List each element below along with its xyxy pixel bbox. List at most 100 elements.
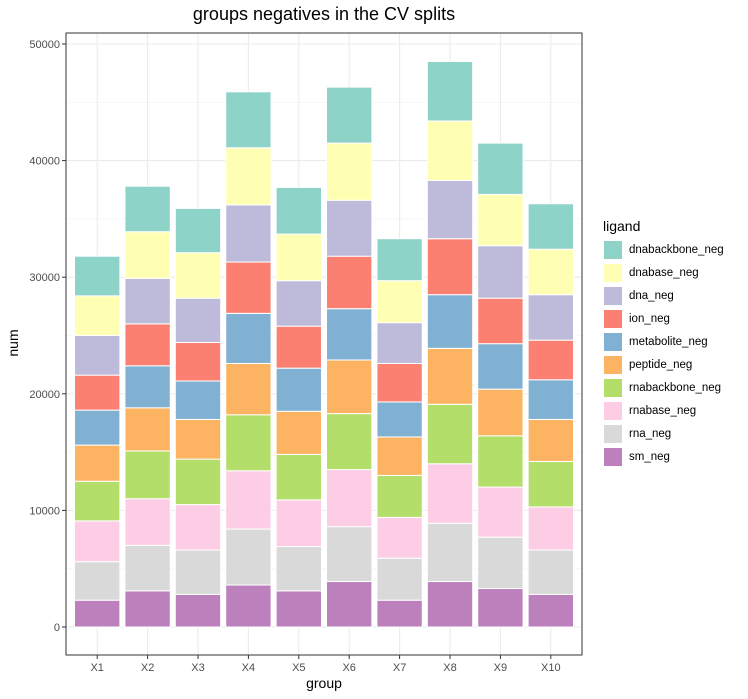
bar-segment-sm-neg-x4 — [225, 584, 272, 628]
bar-segment-peptide-neg-x5 — [275, 410, 322, 455]
bar-segment-sm-neg-x3 — [174, 593, 222, 628]
bar-segment-rna-neg-x10 — [527, 549, 574, 595]
bar-segment-rna-neg-x8 — [426, 522, 474, 583]
bar-segment-ion-neg-x9 — [477, 297, 524, 345]
legend-items: dnabackbone_neg dnabase_neg dna_neg ion_neg… — [603, 238, 724, 468]
bar-segment-rnabackbone-neg-x5 — [275, 453, 322, 501]
bar-segment-dna-neg-x2 — [124, 277, 171, 325]
legend-label: dna_neg — [629, 289, 674, 302]
bar-segment-metabolite-neg-x4 — [225, 312, 272, 364]
bar-segment-metabolite-neg-x2 — [124, 365, 171, 409]
legend-swatch — [603, 331, 623, 352]
bar-segment-ion-neg-x7 — [376, 362, 423, 403]
bar-segment-dnabackbone-neg-x10 — [527, 203, 574, 250]
x-tick-label: X3 — [191, 662, 204, 674]
bar-segment-dnabase-neg-x9 — [477, 193, 524, 247]
x-axis: X1 X2 X3 X4 X5 X6 X7 X8 X9 X10 — [90, 655, 561, 674]
bar-segment-dnabase-neg-x6 — [326, 142, 373, 201]
bar-segment-rna-neg-x9 — [477, 536, 524, 590]
legend-label: rna_neg — [629, 427, 672, 440]
bar-segment-dnabackbone-neg-x9 — [477, 142, 524, 195]
panel-border — [65, 32, 583, 656]
bar-segment-peptide-neg-x3 — [174, 418, 222, 460]
bar-segment-dnabase-neg-x4 — [225, 147, 272, 206]
legend-item-rnabackbone-neg: rnabackbone_neg — [603, 376, 724, 399]
legend-item-metabolite-neg: metabolite_neg — [603, 330, 724, 353]
bar-segment-dna-neg-x3 — [174, 297, 222, 343]
bar-segment-peptide-neg-x8 — [426, 347, 474, 405]
bar-segment-ion-neg-x3 — [174, 341, 222, 382]
bar-segment-dna-neg-x9 — [477, 245, 524, 299]
bar-segment-dnabase-neg-x1 — [74, 295, 121, 336]
legend-item-rna-neg: rna_neg — [603, 422, 724, 445]
bar-segment-sm-neg-x6 — [326, 581, 373, 628]
bar-segment-rnabackbone-neg-x4 — [225, 414, 272, 472]
bar-segment-rnabackbone-neg-x3 — [174, 458, 222, 506]
bar-segment-rnabackbone-neg-x8 — [426, 403, 474, 465]
legend-item-rnabase-neg: rnabase_neg — [603, 399, 724, 422]
bar-segment-sm-neg-x9 — [477, 588, 524, 628]
legend-label: rnabase_neg — [629, 404, 697, 417]
bar-segment-peptide-neg-x2 — [124, 407, 171, 452]
bar-segment-metabolite-neg-x9 — [477, 343, 524, 390]
x-tick-label: X6 — [342, 662, 355, 674]
bar-segment-dnabackbone-neg-x7 — [376, 238, 423, 282]
bar-segment-dnabase-neg-x2 — [124, 231, 171, 279]
bar-segment-dnabase-neg-x5 — [275, 233, 322, 282]
bar-segment-ion-neg-x10 — [527, 339, 574, 381]
bar-segment-sm-neg-x8 — [426, 581, 474, 628]
bar-segment-peptide-neg-x4 — [225, 362, 272, 416]
x-tick-label: X4 — [242, 662, 255, 674]
bar-segment-dnabackbone-neg-x2 — [124, 185, 171, 233]
x-tick-label: X9 — [494, 662, 507, 674]
legend: ligand dnabackbone_neg dnabase_neg dna_neg… — [603, 218, 724, 468]
bar-segment-rnabackbone-neg-x10 — [527, 460, 574, 508]
y-tick-label: 10000 — [29, 505, 60, 517]
bar-segment-rnabackbone-neg-x1 — [74, 480, 121, 522]
bar-segment-peptide-neg-x10 — [527, 418, 574, 462]
bar-segment-sm-neg-x10 — [527, 593, 574, 628]
bar-segment-ion-neg-x6 — [326, 255, 373, 310]
legend-item-dnabackbone-neg: dnabackbone_neg — [603, 238, 724, 261]
bar-segment-rnabase-neg-x5 — [275, 499, 322, 548]
legend-label: rnabackbone_neg — [629, 381, 722, 394]
bar-segment-rna-neg-x1 — [74, 561, 121, 601]
bar-segment-sm-neg-x7 — [376, 599, 423, 628]
bars-group — [74, 60, 574, 628]
legend-swatch — [603, 377, 623, 398]
legend-label: ion_neg — [629, 312, 670, 325]
bar-segment-dna-neg-x5 — [275, 280, 322, 327]
bar-segment-peptide-neg-x6 — [326, 359, 373, 415]
legend-swatch — [603, 285, 623, 306]
legend-item-peptide-neg: peptide_neg — [603, 353, 724, 376]
bar-segment-dna-neg-x7 — [376, 322, 423, 364]
legend-item-dnabase-neg: dnabase_neg — [603, 261, 724, 284]
bar-segment-rnabase-neg-x2 — [124, 498, 171, 546]
legend-label: dnabase_neg — [629, 266, 699, 279]
bar-segment-peptide-neg-x9 — [477, 388, 524, 437]
bar-segment-dnabackbone-neg-x4 — [225, 91, 272, 149]
bar-segment-rnabase-neg-x8 — [426, 463, 474, 524]
bar-segment-sm-neg-x5 — [275, 590, 322, 628]
bar-segment-metabolite-neg-x6 — [326, 308, 373, 361]
bar-segment-rna-neg-x4 — [225, 528, 272, 586]
bar-segment-metabolite-neg-x3 — [174, 380, 222, 420]
bar-segment-rna-neg-x6 — [326, 526, 373, 583]
bar-segment-dna-neg-x1 — [74, 335, 121, 376]
legend-label: peptide_neg — [629, 358, 693, 371]
y-tick-label: 0 — [54, 622, 60, 634]
y-tick-label: 40000 — [29, 156, 60, 168]
x-tick-label: X10 — [541, 662, 561, 674]
chart-title: groups negatives in the CV splits — [192, 4, 456, 24]
x-tick-label: X1 — [90, 662, 103, 674]
legend-swatch — [603, 446, 623, 467]
bar-segment-rnabase-neg-x7 — [376, 516, 423, 559]
bar-segment-ion-neg-x8 — [426, 238, 474, 296]
bar-segment-metabolite-neg-x5 — [275, 367, 322, 412]
bar-segment-ion-neg-x2 — [124, 323, 171, 367]
legend-swatch — [603, 400, 623, 421]
bar-segment-dnabackbone-neg-x8 — [426, 60, 474, 122]
x-tick-label: X2 — [141, 662, 154, 674]
bar-segment-dnabackbone-neg-x5 — [275, 186, 322, 235]
